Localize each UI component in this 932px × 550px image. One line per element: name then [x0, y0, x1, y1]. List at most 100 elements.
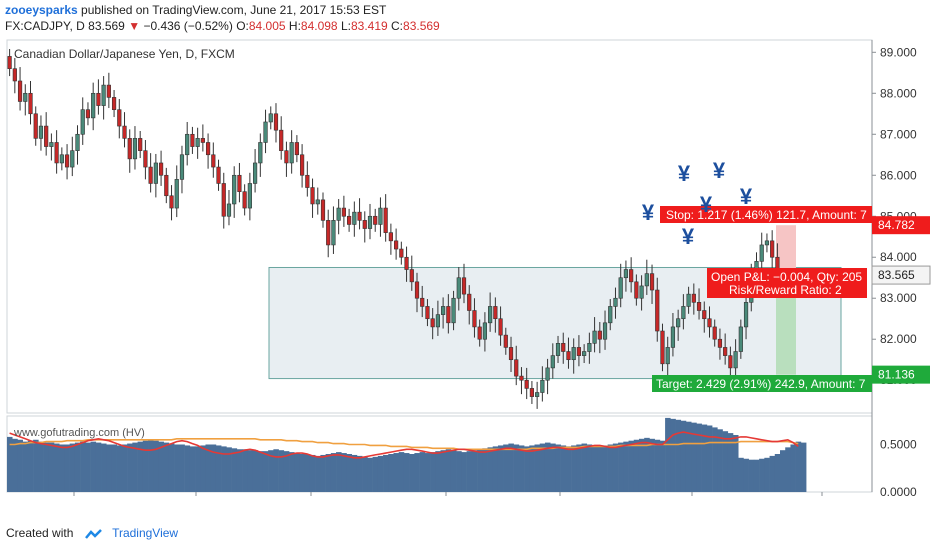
- price-tag: 84.782: [878, 218, 915, 232]
- candle-body: [431, 319, 435, 327]
- hv-bar: [185, 445, 191, 492]
- hv-bar: [655, 440, 661, 492]
- candle-body: [525, 380, 529, 388]
- candle-body: [295, 142, 299, 154]
- hv-bar: [555, 445, 561, 493]
- candle-body: [29, 93, 33, 113]
- y-tick-label: 87.000: [880, 127, 917, 141]
- candle-body: [520, 376, 524, 380]
- hv-bar: [12, 439, 18, 492]
- candle-body: [243, 192, 247, 208]
- open-pnl-label: Open P&L: −0.004, Qty: 205: [711, 270, 862, 284]
- candle-body: [494, 306, 498, 318]
- candle-body: [123, 126, 127, 138]
- candle-body: [682, 306, 686, 318]
- y-tick-label: 86.000: [880, 168, 917, 182]
- hv-bar: [305, 454, 311, 492]
- hv-bar: [441, 450, 447, 492]
- candle-body: [389, 233, 393, 241]
- candle-body: [765, 241, 769, 245]
- yen-marker-icon: ¥: [642, 200, 655, 225]
- price-chart[interactable]: Canadian Dollar/Japanese Yen, D, FXCM 89.…: [0, 0, 932, 500]
- candle-body: [708, 319, 712, 327]
- hv-bar: [503, 445, 509, 493]
- hv-bar: [59, 445, 65, 493]
- candle-body: [567, 352, 571, 360]
- hv-y-tick-label: 0.5000: [880, 438, 917, 452]
- hv-bar: [378, 456, 384, 492]
- candle-body: [128, 138, 132, 158]
- hv-bar: [764, 458, 770, 492]
- hv-bar: [111, 445, 117, 493]
- hv-bar: [482, 448, 488, 492]
- candle-body: [337, 208, 341, 220]
- candle-body: [227, 204, 231, 216]
- yen-marker-icon: ¥: [700, 192, 713, 217]
- candle-body: [676, 319, 680, 327]
- hv-bar: [75, 443, 81, 492]
- candle-body: [770, 241, 774, 257]
- candle-body: [175, 179, 179, 208]
- candle-body: [39, 126, 43, 138]
- hv-bar: [733, 435, 739, 492]
- candle-body: [556, 343, 560, 355]
- candle-body: [34, 114, 38, 139]
- candle-body: [222, 183, 226, 216]
- hv-bar: [545, 443, 551, 492]
- hv-bar: [294, 453, 300, 492]
- x-tick-label: 2017: [61, 499, 88, 500]
- hv-bar: [143, 441, 149, 492]
- hv-bar: [299, 454, 305, 492]
- candle-body: [196, 138, 200, 146]
- hv-bar: [430, 452, 436, 492]
- hv-bar: [284, 451, 290, 492]
- hv-bar: [566, 446, 572, 492]
- candle-body: [457, 278, 461, 298]
- candle-body: [316, 200, 320, 204]
- candle-body: [18, 81, 22, 101]
- hv-bar: [258, 451, 264, 492]
- candle-body: [253, 163, 257, 183]
- hv-bar: [467, 451, 473, 492]
- candle-body: [635, 282, 639, 298]
- candle-body: [645, 274, 649, 286]
- candle-body: [102, 85, 106, 105]
- hv-bar: [446, 449, 452, 492]
- hv-bar: [132, 443, 138, 492]
- candle-body: [206, 142, 210, 154]
- hv-bar: [498, 445, 504, 492]
- x-tick-label: Mar: [301, 499, 322, 500]
- candle-body: [238, 175, 242, 191]
- candle-body: [415, 282, 419, 298]
- candle-body: [60, 155, 64, 163]
- hv-bar: [582, 444, 588, 492]
- hv-bar: [346, 454, 352, 492]
- hv-bar: [169, 444, 175, 492]
- hv-bar: [639, 439, 645, 492]
- candle-body: [467, 294, 471, 310]
- hv-bar: [273, 449, 279, 492]
- candle-body: [112, 97, 116, 109]
- hv-bar: [44, 443, 50, 492]
- hv-bar: [331, 453, 337, 492]
- candle-body: [441, 306, 445, 314]
- hv-bar: [252, 450, 258, 492]
- candle-body: [191, 134, 195, 146]
- hv-bar: [493, 446, 499, 492]
- candle-body: [394, 241, 398, 249]
- candle-body: [279, 130, 283, 150]
- tradingview-brand[interactable]: TradingView: [112, 526, 178, 540]
- hv-bar: [435, 451, 441, 492]
- candle-body: [729, 356, 733, 368]
- hv-bar: [524, 446, 530, 492]
- hv-bar: [634, 440, 640, 492]
- hv-bar: [362, 457, 368, 492]
- candle-body: [588, 343, 592, 351]
- y-tick-label: 82.000: [880, 332, 917, 346]
- candle-body: [551, 356, 555, 368]
- hv-bar: [420, 452, 426, 492]
- candle-body: [608, 306, 612, 322]
- candle-body: [614, 298, 618, 306]
- candle-body: [624, 270, 628, 278]
- hv-bar: [341, 453, 347, 492]
